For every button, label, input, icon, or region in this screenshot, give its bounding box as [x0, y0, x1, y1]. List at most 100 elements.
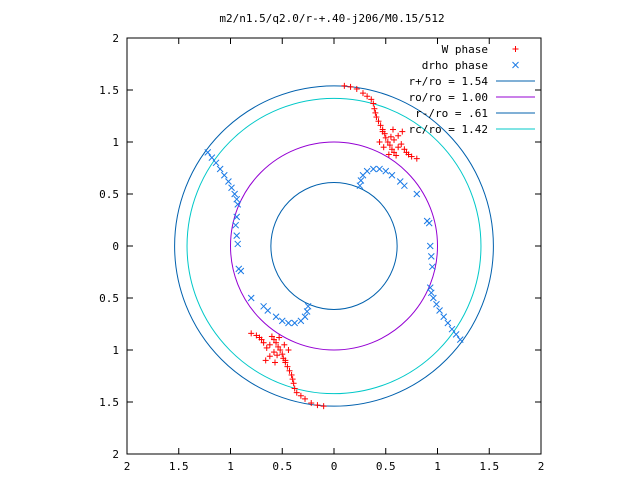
drho-phase-point — [247, 294, 255, 302]
drho-phase-point — [359, 171, 367, 179]
w-phase-point — [364, 93, 371, 100]
w-phase-point — [274, 352, 281, 359]
w-phase-point — [386, 142, 393, 149]
drho-phase-point — [430, 294, 437, 302]
legend-label: r-/ro = .61 — [415, 107, 488, 120]
w-phase-point — [401, 146, 408, 153]
w-phase-point — [248, 330, 255, 337]
w-phase-point — [320, 403, 327, 410]
drho-phase-point — [232, 221, 240, 229]
w-phase-point — [408, 153, 415, 160]
w-phase-point — [288, 371, 295, 378]
drho-phase-point — [264, 307, 272, 314]
x-tick-label: 1 — [227, 460, 234, 473]
w-phase-point — [281, 341, 288, 348]
w-phase-point — [359, 90, 366, 97]
w-phase-point — [399, 128, 406, 135]
drho-phase-point — [234, 201, 242, 208]
w-phase-point — [270, 349, 277, 356]
w-phase-point — [385, 151, 392, 158]
w-phase-point — [391, 136, 398, 143]
drho-phase-point — [440, 313, 448, 321]
circle-series — [270, 182, 398, 310]
w-phase-point — [377, 122, 384, 129]
w-phase-point — [379, 128, 386, 135]
drho-phase-point — [433, 300, 440, 308]
drho-phase-point — [456, 336, 464, 343]
chart-title: m2/n1.5/q2.0/r-+.40-j206/M0.15/512 — [219, 12, 444, 25]
w-phase-point — [266, 341, 273, 348]
x-tick-label: 0.5 — [376, 460, 396, 473]
x-tick-label: 0 — [331, 460, 338, 473]
drho-phase-point — [452, 331, 460, 338]
y-tick-label: 1.5 — [99, 84, 119, 97]
drho-phase-point — [396, 178, 404, 185]
w-phase-point — [384, 139, 391, 145]
w-phase-point — [398, 141, 405, 148]
w-phase-point — [380, 144, 387, 151]
drho-phase-point — [428, 263, 436, 271]
y-tick-label: 0.5 — [99, 292, 119, 305]
w-phase-point — [293, 389, 300, 396]
w-phase-point — [413, 155, 420, 162]
drho-phase-point — [233, 213, 241, 221]
x-tick-label: 2 — [124, 460, 131, 473]
data-points — [204, 82, 464, 410]
w-phase-point — [270, 336, 277, 343]
drho-phase-point — [301, 313, 309, 321]
drho-phase-point — [376, 165, 383, 173]
circle-series — [174, 85, 494, 407]
x-axis-ticks: 2 1.5 1 0.5 0 0.5 1 1.5 2 — [124, 38, 544, 473]
legend-label: W phase — [442, 43, 488, 56]
drho-phase-point — [234, 240, 242, 248]
w-phase-point — [391, 149, 398, 156]
w-phase-point — [289, 376, 296, 383]
drho-phase-point — [357, 177, 365, 184]
drho-phase-point — [426, 242, 434, 250]
drho-phase-point — [233, 195, 241, 203]
w-phase-point — [256, 334, 263, 341]
drho-phase-point — [448, 325, 456, 333]
drho-phase-point — [220, 171, 228, 179]
w-phase-point — [368, 96, 375, 103]
circle-series — [186, 97, 482, 395]
drho-phase-point — [382, 167, 390, 175]
w-phase-point — [297, 392, 304, 399]
w-phase-point — [371, 105, 378, 112]
w-phase-point — [370, 100, 377, 107]
w-phase-point — [268, 333, 275, 340]
y-tick-label: 1 — [112, 136, 119, 149]
y-tick-label: 1.5 — [99, 396, 119, 409]
drho-phase-point — [369, 165, 377, 173]
y-tick-label: 0 — [112, 240, 119, 253]
w-phase-point — [286, 367, 293, 374]
w-phase-point — [284, 363, 291, 370]
w-phase-point — [302, 395, 309, 402]
w-phase-point — [405, 151, 412, 158]
y-tick-label: 1 — [112, 344, 119, 357]
drho-phase-point — [285, 319, 292, 327]
y-tick-label: 2 — [112, 448, 119, 461]
w-phase-point — [308, 400, 315, 407]
w-phase-point — [341, 82, 348, 89]
legend-label: rc/ro = 1.42 — [409, 123, 488, 136]
w-phase-point — [266, 353, 273, 360]
drho-phase-point — [204, 149, 212, 156]
legend-marker — [512, 46, 519, 52]
drho-phase-point — [208, 154, 216, 161]
legend-label: ro/ro = 1.00 — [409, 91, 488, 104]
w-phase-point — [388, 146, 395, 153]
w-phase-point — [347, 83, 354, 90]
y-tick-label: 2 — [112, 32, 119, 45]
w-phase-point — [353, 85, 360, 92]
w-phase-point — [372, 109, 379, 116]
drho-phase-point — [231, 190, 238, 198]
w-phase-point — [382, 134, 389, 141]
drho-phase-point — [291, 319, 299, 327]
w-phase-point — [373, 114, 380, 121]
w-phase-point — [282, 357, 289, 364]
w-phase-point — [276, 334, 283, 341]
drho-phase-point — [278, 317, 286, 325]
circle-series — [230, 141, 438, 351]
